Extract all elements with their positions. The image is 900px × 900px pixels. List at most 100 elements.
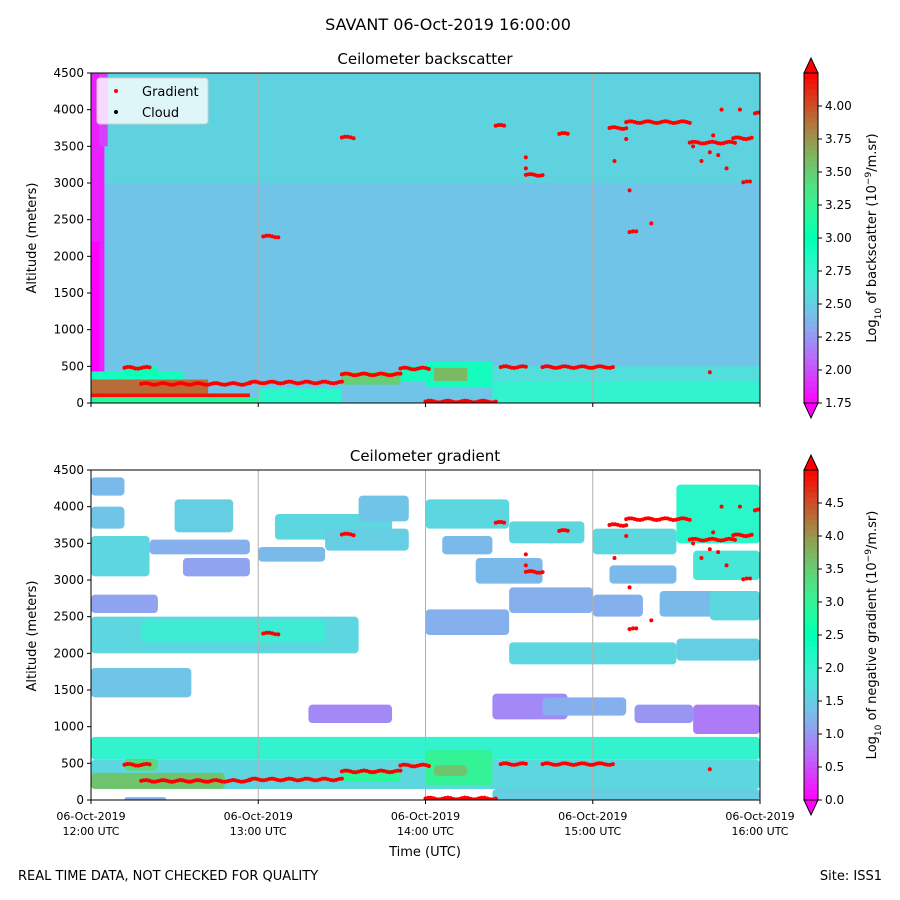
colorbar-segment [804,194,818,201]
colorbar-segment [804,397,818,404]
colorbar-segment [804,254,818,261]
field-cell [400,366,426,381]
colorbar-tick-label: 3.25 [825,198,852,212]
colorbar-segment [804,580,818,587]
gradient-band [592,528,677,555]
gradient-point [502,123,507,128]
colorbar-tick-label: 1.75 [825,396,852,410]
colorbar-segment [804,492,818,499]
gradient-point [351,136,356,141]
y-tick-label: 1000 [53,323,84,337]
y-tick-label: 3500 [53,536,84,550]
gradient-band [442,536,493,555]
colorbar-segment [804,662,818,669]
colorbar-segment [804,166,818,173]
gradient-point [724,166,729,171]
gradient-ylabel: Altitude (meters) [25,581,40,692]
x-tick-date: 06-Oct-2019 [558,810,627,823]
colorbar-segment [804,293,818,300]
colorbar-segment [804,183,818,190]
gradient-point [711,133,716,138]
colorbar-segment [804,563,818,570]
gradient-point [596,761,601,766]
y-tick-label: 1500 [53,683,84,697]
colorbar-segment [804,353,818,360]
gradient-point [630,229,635,234]
colorbar-segment [804,282,818,289]
gradient-point [523,166,528,171]
x-tick-time: 15:00 UTC [564,825,621,838]
colorbar-segment [804,635,818,642]
x-tick-time: 14:00 UTC [397,825,454,838]
colorbar-segment [804,596,818,603]
colorbar-segment [804,734,818,741]
colorbar-segment [804,536,818,543]
colorbar-segment [804,789,818,796]
colorbar-segment [804,172,818,179]
colorbar-label: Log10 of negative gradient (10−9/m.sr) [864,511,884,760]
colorbar-segment [804,530,818,537]
colorbar-segment [804,359,818,366]
gradient-point [342,768,347,773]
colorbar-segment [804,470,818,477]
backscatter-title: Ceilometer backscatter [337,50,513,68]
gradient-point [261,631,266,636]
gradient-point [409,367,414,372]
colorbar-tick-label: 2.50 [825,297,852,311]
time-axis-label: Time (UTC) [388,845,461,860]
gradient-point [732,537,737,542]
gradient-band [325,528,409,551]
colorbar-segment [804,375,818,382]
colorbar-segment [804,111,818,118]
gradient-point [250,776,255,781]
colorbar-segment [804,133,818,140]
gradient-point [261,234,266,239]
y-tick-label: 3000 [53,176,84,190]
gradient-point [426,764,431,769]
gradient-point [339,776,344,781]
gradient-point [716,153,721,158]
gradient-colorbar: 0.0 0.5 1.0 1.5 2.0 2.5 3.0 3.5 4.0 4.5 Log10 of n… [803,453,884,817]
colorbar-segment [804,508,818,515]
colorbar-segment [804,320,818,327]
x-tick-time: 13:00 UTC [230,825,287,838]
colorbar-segment [804,260,818,267]
colorbar-segment [804,585,818,592]
legend: Gradient Cloud [96,77,209,125]
gradient-band [693,704,760,734]
gradient-point [707,150,712,155]
gradient-point [267,630,272,635]
colorbar-label-part: /m.sr) [865,133,880,171]
legend-cloud-marker [114,110,118,114]
colorbar-segment [804,161,818,168]
gradient-point [125,762,130,767]
gradient-band [634,704,694,723]
gradient-point [699,159,704,163]
plot-content [91,73,760,403]
colorbar-label-part: /m.sr) [865,511,880,549]
colorbar-segment [804,783,818,790]
gradient-point [250,379,255,384]
gradient-band [91,477,125,496]
colorbar-segment [804,706,818,713]
colorbar-segment [804,238,818,245]
gradient-point [543,761,548,766]
y-tick-label: 500 [61,359,84,373]
colorbar-tick-label: 3.50 [825,165,852,179]
colorbar-segment [804,547,818,554]
gradient-point [690,536,695,541]
legend-cloud-label: Cloud [142,106,179,121]
gradient-point [303,379,308,384]
x-tick-date: 06-Oct-2019 [56,810,125,823]
gradient-point [523,364,528,369]
colorbar-segment [804,772,818,779]
gradient-point [401,365,406,370]
gradient-band [425,609,510,635]
gradient-point [401,762,406,767]
y-tick-label: 0 [76,793,84,807]
gradient-point [630,626,635,631]
colorbar-tick-label: 2.5 [825,628,844,642]
gradient-point [627,188,632,193]
colorbar-segment [804,695,818,702]
gradient-point [426,795,431,800]
